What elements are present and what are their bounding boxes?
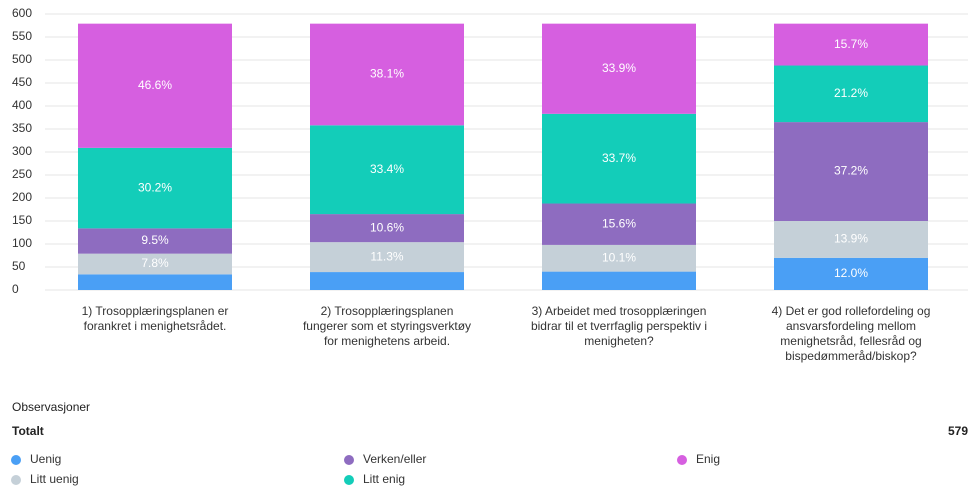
value-label: 10.6% — [370, 220, 404, 234]
bar-segment — [542, 203, 696, 245]
value-label: 46.6% — [138, 78, 172, 92]
value-label: 15.7% — [834, 37, 868, 51]
bar-segment — [78, 147, 232, 229]
total-label: Totalt — [12, 424, 44, 438]
y-tick-label: 450 — [12, 75, 32, 89]
bar-segment — [774, 122, 928, 221]
bar-segment — [310, 242, 464, 273]
bar-segment — [310, 125, 464, 215]
bar-segment — [78, 274, 232, 290]
value-label: 33.9% — [602, 61, 636, 75]
value-label: 38.1% — [370, 67, 404, 81]
value-label: 12.0% — [834, 266, 868, 280]
value-label: 7.8% — [141, 256, 169, 270]
value-label: 33.7% — [602, 151, 636, 165]
y-tick-label: 550 — [12, 29, 32, 43]
value-label: 13.9% — [834, 232, 868, 246]
legend-label: Verken/eller — [363, 452, 426, 466]
bar-segment — [774, 257, 928, 290]
y-tick-label: 0 — [12, 282, 19, 296]
y-tick-label: 400 — [12, 98, 32, 112]
legend-label: Litt enig — [363, 472, 405, 486]
y-tick-label: 150 — [12, 213, 32, 227]
y-tick-label: 350 — [12, 121, 32, 135]
value-label: 10.1% — [602, 250, 636, 264]
legend-label: Uenig — [30, 452, 61, 466]
x-tick-label: 2) Trosopplæringsplanen fungerer som et … — [302, 304, 472, 348]
bar-segment — [78, 228, 232, 254]
y-tick-label: 600 — [12, 6, 32, 20]
legend-marker — [677, 455, 687, 465]
y-tick-label: 500 — [12, 52, 32, 66]
bar-segment — [542, 244, 696, 272]
bar-segment — [310, 23, 464, 126]
bar-segment — [542, 271, 696, 290]
legend-marker — [344, 455, 354, 465]
legend-marker — [11, 455, 21, 465]
bar-segment — [774, 23, 928, 66]
x-tick-label: 3) Arbeidet med trosopplæringen bidrar t… — [530, 304, 708, 348]
value-label: 30.2% — [138, 180, 172, 194]
legend-label: Litt uenig — [30, 472, 79, 486]
bar-segment — [542, 23, 696, 114]
total-value: 579 — [947, 424, 968, 438]
value-label: 21.2% — [834, 86, 868, 100]
x-tick-label: 1) Trosopplæringsplanen er forankret i m… — [81, 304, 229, 333]
y-tick-label: 200 — [12, 190, 32, 204]
bar-segment — [310, 214, 464, 243]
bar-segment — [78, 253, 232, 275]
observations-label: Observasjoner — [12, 400, 91, 414]
y-tick-label: 300 — [12, 144, 32, 158]
legend-marker — [344, 475, 354, 485]
bar-segment — [542, 113, 696, 204]
value-label: 11.3% — [370, 249, 403, 263]
bar-segment — [774, 221, 928, 258]
value-label: 15.6% — [602, 216, 636, 230]
y-tick-label: 250 — [12, 167, 32, 181]
value-label: 33.4% — [370, 162, 404, 176]
x-tick-label: 4) Det er god rollefordeling og ansvarsf… — [771, 304, 931, 363]
legend-label: Enig — [696, 452, 720, 466]
value-label: 37.2% — [834, 164, 868, 178]
value-label: 9.5% — [141, 233, 169, 247]
legend-marker — [11, 475, 21, 485]
bar-segment — [310, 272, 464, 290]
bar-segment — [78, 23, 232, 148]
y-tick-label: 50 — [12, 259, 26, 273]
bar-segment — [774, 65, 928, 123]
y-tick-label: 100 — [12, 236, 32, 250]
